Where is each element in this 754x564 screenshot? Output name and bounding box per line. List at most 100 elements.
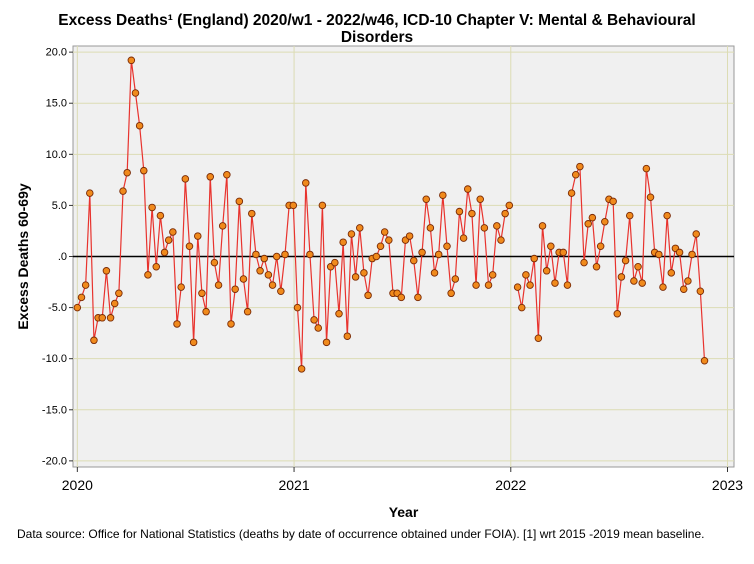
data-point: [339, 238, 347, 246]
data-point: [513, 283, 522, 291]
data-point: [588, 213, 597, 222]
data-point: [231, 285, 239, 293]
data-point: [218, 222, 227, 230]
data-point: [119, 187, 127, 195]
data-point: [376, 242, 385, 251]
data-point: [189, 338, 198, 347]
data-point: [98, 314, 107, 322]
data-point: [617, 273, 626, 281]
y-tick-label: -10.0: [42, 353, 67, 365]
data-point: [443, 242, 451, 251]
data-point: [675, 248, 684, 257]
data-point: [459, 234, 468, 242]
data-point: [505, 201, 514, 210]
data-point: [434, 250, 443, 259]
x-tick-label: 2022: [495, 477, 526, 493]
data-point: [410, 256, 418, 265]
data-point: [81, 281, 90, 289]
data-point: [123, 168, 131, 177]
data-point: [692, 230, 700, 238]
y-tick-label: -15.0: [42, 404, 67, 416]
data-point: [642, 164, 651, 173]
data-point: [592, 262, 601, 271]
data-point: [571, 171, 580, 179]
data-point: [655, 250, 663, 259]
data-point: [281, 250, 289, 259]
y-tick-label: .0: [58, 251, 67, 263]
data-point: [418, 248, 426, 257]
data-point: [542, 267, 551, 275]
data-point: [110, 299, 119, 308]
data-point: [131, 89, 140, 97]
data-point: [248, 209, 256, 218]
data-point: [135, 121, 144, 130]
data-point: [688, 250, 696, 259]
data-point: [264, 271, 273, 279]
data-markers: [73, 56, 709, 373]
data-point: [331, 258, 339, 267]
data-point: [451, 275, 460, 283]
x-tick-label: 2021: [278, 477, 309, 493]
x-tick-label: 2020: [62, 477, 93, 493]
data-point: [414, 293, 422, 302]
data-point: [144, 271, 152, 279]
data-point: [497, 236, 505, 244]
data-point: [464, 185, 472, 193]
data-point: [488, 271, 497, 279]
data-point: [667, 269, 676, 277]
data-point: [700, 356, 709, 365]
data-point: [185, 242, 194, 251]
data-point: [380, 228, 389, 236]
data-point: [252, 250, 260, 259]
data-point: [455, 207, 464, 216]
data-point: [576, 162, 584, 171]
data-point: [260, 254, 268, 263]
data-point: [314, 324, 322, 332]
data-point: [613, 309, 622, 318]
data-point: [347, 230, 356, 238]
data-point: [90, 336, 98, 345]
data-point: [601, 218, 609, 226]
data-point: [156, 211, 165, 220]
data-point: [567, 189, 576, 197]
data-point: [480, 224, 489, 232]
data-point: [227, 320, 235, 328]
data-point: [239, 275, 248, 283]
data-point: [277, 287, 285, 295]
data-point: [194, 232, 202, 240]
data-point: [609, 197, 617, 206]
data-point: [696, 287, 705, 295]
y-tick-label: 10.0: [46, 149, 67, 161]
data-point: [638, 279, 646, 287]
data-point: [223, 171, 231, 179]
data-point: [106, 314, 115, 322]
data-point: [243, 307, 252, 316]
data-point: [173, 320, 181, 328]
data-point: [235, 197, 244, 206]
x-tick-label: 2023: [712, 477, 743, 493]
data-point: [679, 285, 688, 293]
data-point: [206, 173, 214, 181]
data-point: [102, 267, 111, 275]
data-source-note: Data source: Office for National Statist…: [17, 527, 705, 541]
data-point: [214, 281, 223, 289]
data-point: [501, 209, 509, 218]
x-axis-label: Year: [389, 504, 419, 520]
data-point: [422, 195, 430, 204]
data-point: [289, 201, 298, 210]
data-point: [335, 309, 343, 318]
data-point: [310, 316, 318, 324]
data-point: [364, 291, 372, 300]
data-point: [580, 258, 588, 267]
data-point: [318, 201, 327, 210]
data-point: [351, 273, 360, 281]
data-point: [140, 166, 148, 175]
data-point: [210, 258, 219, 267]
data-point: [630, 277, 638, 285]
data-point: [447, 289, 455, 298]
data-point: [439, 191, 447, 199]
data-point: [551, 279, 559, 287]
data-point: [302, 179, 310, 187]
data-point: [343, 332, 352, 340]
